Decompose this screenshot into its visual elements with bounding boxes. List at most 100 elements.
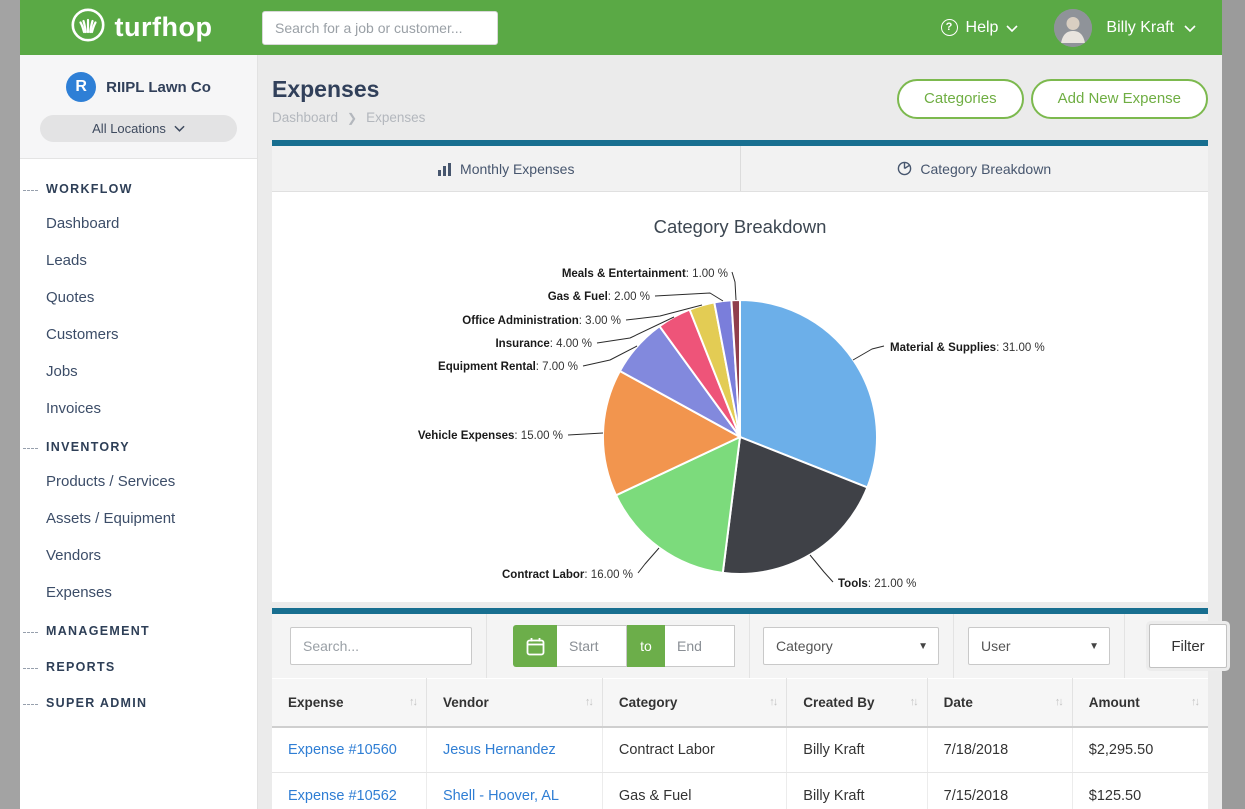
slice-label-material-supplies: Material & Supplies: 31.00 % — [890, 342, 1045, 354]
main-content: Expenses Dashboard ❯ Expenses Categories… — [258, 55, 1227, 809]
user-avatar[interactable] — [1054, 8, 1093, 47]
slice-label-office-administration: Office Administration: 3.00 % — [462, 315, 621, 327]
sidebar-section-inventory[interactable]: INVENTORY — [20, 427, 257, 463]
sidebar-section-reports[interactable]: REPORTS — [20, 647, 257, 683]
table-row: Expense #10562 Shell - Hoover, AL Gas & Fu… — [272, 772, 1208, 809]
sidebar-section-super-admin[interactable]: SUPER ADMIN — [20, 683, 257, 719]
sort-icon[interactable]: ↑↓ — [408, 696, 418, 709]
sort-icon[interactable]: ↑↓ — [1191, 696, 1200, 709]
tab-label: Monthly Expenses — [460, 160, 575, 177]
cell-category: Contract Labor — [602, 726, 788, 773]
column-label: Category — [618, 694, 678, 710]
date-to-label: to — [627, 625, 665, 667]
link-expense-10562[interactable]: Expense #10562 — [288, 787, 397, 804]
sidebar: R RIIPL Lawn Co All Locations WORKFLOW Da… — [20, 55, 258, 809]
column-label: Vendor — [442, 694, 489, 710]
sidebar-item-jobs[interactable]: Jobs — [46, 363, 78, 380]
location-selector[interactable]: All Locations — [40, 115, 237, 142]
slice-label-tools: Tools: 21.00 % — [838, 578, 916, 590]
sidebar-item-invoices[interactable]: Invoices — [46, 400, 102, 417]
link-jesus-hernandez[interactable]: Jesus Hernandez — [442, 741, 556, 758]
sort-icon[interactable]: ↑↓ — [584, 696, 594, 709]
sidebar-item-leads[interactable]: Leads — [46, 252, 87, 269]
add-new-expense-button[interactable]: Add New Expense — [1030, 78, 1208, 119]
user-select-value: User — [981, 638, 1011, 654]
category-select[interactable]: Category ▼ — [763, 627, 939, 665]
link-shell-hoover-al[interactable]: Shell - Hoover, AL — [442, 787, 560, 804]
sidebar-item-expenses[interactable]: Expenses — [46, 584, 112, 601]
label-leader-line — [582, 345, 638, 367]
column-header-date[interactable]: Date ↑↓ — [927, 678, 1073, 728]
sort-icon[interactable]: ↑↓ — [769, 696, 778, 709]
calendar-icon — [526, 637, 544, 655]
table-search-input[interactable] — [290, 627, 472, 665]
left-scrollbar[interactable] — [0, 0, 20, 809]
category-select-value: Category — [776, 638, 833, 654]
column-header-expense[interactable]: Expense ↑↓ — [272, 678, 427, 728]
breadcrumb: Dashboard ❯ Expenses — [272, 110, 425, 125]
label-leader-line — [731, 271, 737, 301]
sidebar-item-quotes[interactable]: Quotes — [46, 289, 95, 306]
column-header-vendor[interactable]: Vendor ↑↓ — [426, 678, 603, 728]
company-block: R RIIPL Lawn Co All Locations — [20, 55, 257, 159]
global-search-input[interactable] — [262, 10, 498, 45]
right-scrollbar[interactable] — [1222, 0, 1245, 809]
date-start-input[interactable] — [557, 625, 627, 667]
breadcrumb-dashboard[interactable]: Dashboard — [272, 110, 339, 125]
location-selector-label: All Locations — [92, 121, 166, 136]
pie-chart[interactable]: Category Breakdown Material & Supplies: 3… — [272, 192, 1208, 602]
tab-monthly-expenses[interactable]: Monthly Expenses — [272, 146, 740, 191]
sidebar-item-dashboard[interactable]: Dashboard — [46, 215, 120, 232]
breadcrumb-expenses: Expenses — [366, 110, 426, 125]
cell-category: Gas & Fuel — [602, 772, 788, 809]
sidebar-item-customers[interactable]: Customers — [46, 326, 119, 343]
date-end-input[interactable] — [665, 625, 735, 667]
calendar-button[interactable] — [513, 625, 557, 667]
cell-amount: $125.50 — [1072, 772, 1208, 809]
pie-slice-meals-entertainment[interactable] — [730, 298, 741, 438]
slice-label-meals-entertainment: Meals & Entertainment: 1.00 % — [562, 268, 728, 280]
tab-category-breakdown[interactable]: Category Breakdown — [739, 146, 1209, 191]
help-icon: ? — [940, 19, 958, 36]
bar-chart-icon — [438, 162, 452, 176]
user-name[interactable]: Billy Kraft — [1106, 18, 1174, 36]
slice-label-equipment-rental: Equipment Rental: 7.00 % — [438, 361, 578, 373]
sidebar-item-assets-equipment[interactable]: Assets / Equipment — [46, 510, 176, 527]
sidebar-item-products-services[interactable]: Products / Services — [46, 473, 176, 490]
help-menu[interactable]: ? Help — [940, 19, 1019, 37]
card-accent-bar — [272, 608, 1208, 614]
select-caret-icon: ▼ — [1089, 640, 1099, 652]
tab-label: Category Breakdown — [920, 160, 1052, 177]
turfhop-grass-icon — [70, 7, 106, 48]
pie-slice-vehicle-expenses[interactable] — [602, 369, 743, 497]
brand-logo[interactable]: turfhop — [20, 7, 262, 48]
categories-button[interactable]: Categories — [897, 78, 1024, 119]
column-header-created-by[interactable]: Created By ↑↓ — [786, 678, 928, 728]
user-select[interactable]: User ▼ — [968, 627, 1110, 665]
chart-title: Category Breakdown — [654, 216, 827, 237]
pie-chart-icon — [898, 161, 912, 176]
label-leader-line — [809, 554, 834, 583]
pie-slice-contract-labor[interactable] — [614, 435, 742, 575]
cell-vendor: Shell - Hoover, AL — [426, 772, 603, 809]
sidebar-section-workflow[interactable]: WORKFLOW — [20, 169, 257, 205]
sort-icon[interactable]: ↑↓ — [909, 696, 919, 709]
sidebar-item-vendors[interactable]: Vendors — [46, 547, 102, 564]
column-header-amount[interactable]: Amount ↑↓ — [1072, 678, 1208, 728]
filter-bar: to Category ▼ User — [272, 614, 1227, 678]
column-label: Created By — [803, 694, 875, 710]
link-expense-10560[interactable]: Expense #10560 — [288, 741, 397, 758]
sidebar-section-management[interactable]: MANAGEMENT — [20, 611, 257, 647]
pie-slice-tools[interactable] — [721, 435, 869, 575]
sort-icon[interactable]: ↑↓ — [1054, 696, 1064, 709]
company-name: RIIPL Lawn Co — [106, 78, 211, 96]
filter-button[interactable]: Filter — [1149, 624, 1227, 668]
column-header-category[interactable]: Category ↑↓ — [602, 678, 788, 728]
select-caret-icon: ▼ — [918, 640, 928, 652]
column-label: Date — [943, 694, 973, 710]
slice-label-contract-labor: Contract Labor: 16.00 % — [502, 569, 633, 581]
chevron-down-icon — [1006, 19, 1018, 37]
cell-expense: Expense #10562 — [272, 772, 427, 809]
user-chevron-down-icon[interactable] — [1184, 19, 1196, 37]
page-title: Expenses — [272, 76, 380, 102]
